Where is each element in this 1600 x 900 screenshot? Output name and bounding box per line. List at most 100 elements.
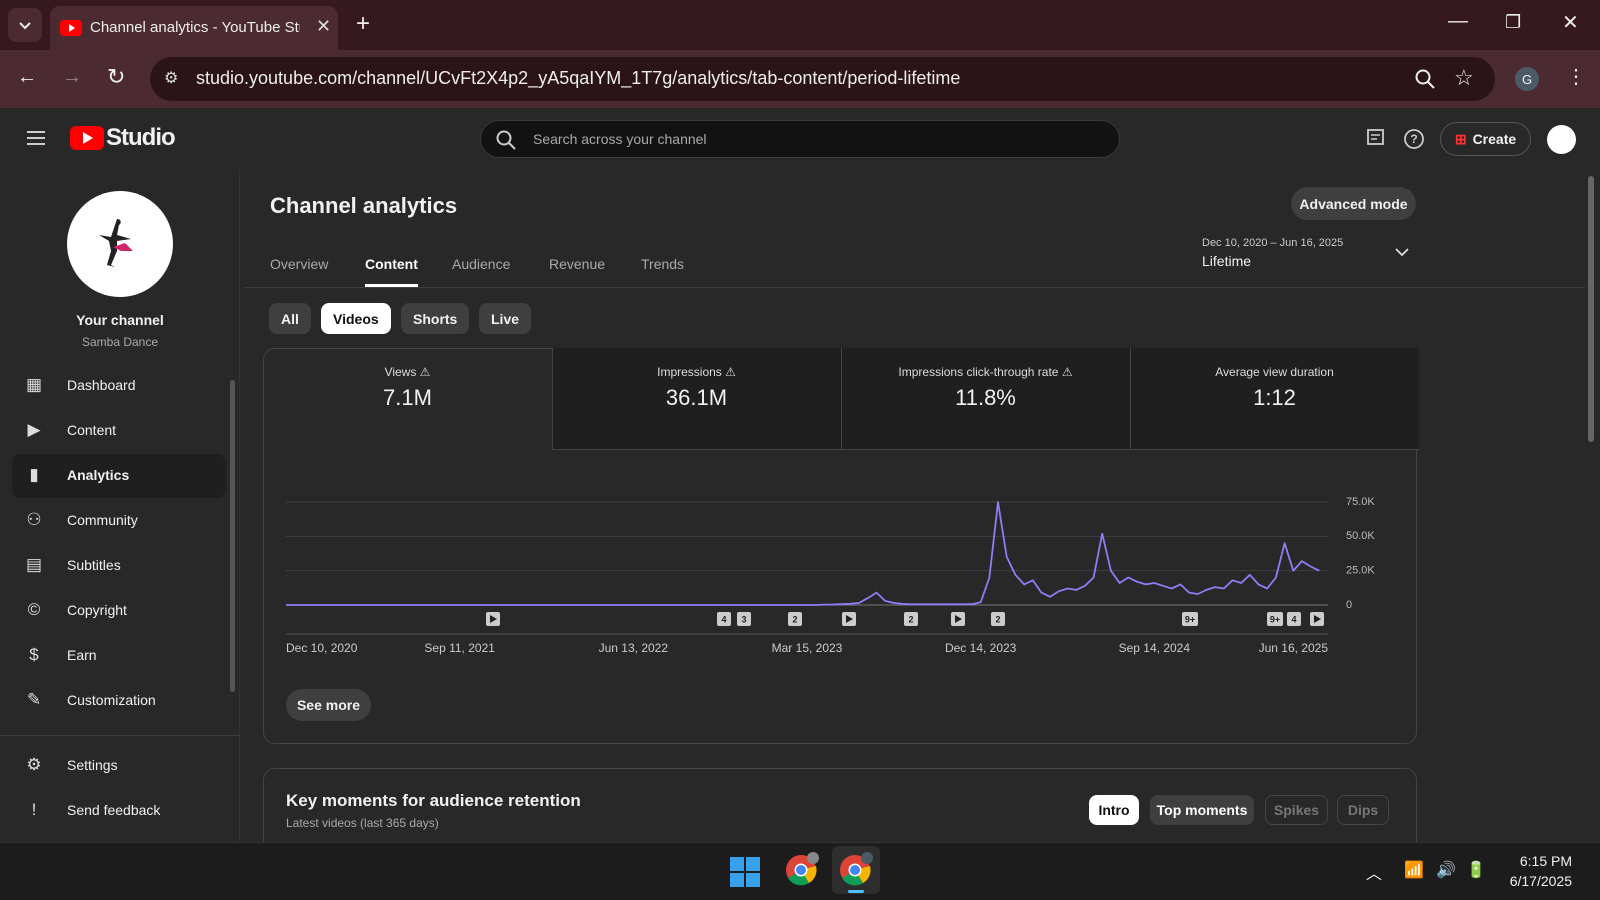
youtube-logo[interactable] [70, 126, 104, 150]
nav-item[interactable]: Send feedback [67, 802, 161, 818]
metric-value: 7.1M [383, 385, 432, 410]
active-tab[interactable]: Channel analytics - YouTube Studio ✕ [50, 6, 338, 50]
nav-icon: ⚇ [26, 510, 42, 529]
search-icon [496, 130, 516, 150]
battery[interactable]: 🔋 [1466, 862, 1486, 879]
metric-value: 11.8% [955, 385, 1016, 410]
key-moment-button[interactable]: Dips [1337, 795, 1389, 825]
nav-item[interactable]: Community [67, 512, 138, 528]
restore[interactable]: ❐ [1505, 12, 1522, 32]
metric-value: 1:12 [1253, 385, 1296, 410]
key-moment-button[interactable]: Top moments [1150, 795, 1254, 825]
see-more[interactable]: See more [286, 689, 371, 721]
close-tab[interactable]: ✕ [316, 16, 332, 36]
nav-active-bg [12, 454, 226, 498]
warning-icon: ⚠ [416, 365, 431, 379]
channel-avatar[interactable] [67, 191, 173, 297]
filter-chip[interactable]: Live [479, 303, 532, 334]
nav-item[interactable]: Content [67, 422, 117, 438]
nav-icon: ✎ [26, 690, 42, 709]
clock-date[interactable]: 6/17/2025 [1509, 873, 1572, 889]
nav-icon: © [27, 600, 41, 619]
start-button[interactable] [729, 856, 761, 888]
minimize[interactable]: — [1448, 10, 1468, 32]
tabs-divider [245, 287, 1585, 288]
svg-text:?: ? [1410, 132, 1417, 146]
tab-underline [365, 284, 418, 287]
chrome-icon [840, 852, 873, 886]
nav-icon: $ [29, 645, 39, 664]
wifi[interactable]: 📶 [1404, 862, 1424, 879]
bookmark[interactable]: ☆ [1454, 65, 1474, 90]
menu[interactable]: ⋮ [1566, 66, 1586, 88]
omnibox[interactable]: ⚙ studio.youtube.com/channel/UCvFt2X4p2_… [150, 57, 1495, 101]
back[interactable]: ← [17, 66, 37, 88]
metric-label: Views ⚠ [263, 365, 552, 379]
help-icon[interactable]: ? [1403, 128, 1425, 150]
metric-tile[interactable] [1130, 348, 1419, 450]
search-box[interactable]: Search across your channel [480, 120, 1120, 158]
nav-item[interactable]: Dashboard [67, 377, 136, 393]
account-avatar[interactable] [1547, 125, 1576, 154]
chrome-app-active[interactable] [832, 846, 880, 894]
create-button[interactable]: ⊞ Create [1440, 122, 1531, 156]
key-moments-title: Key moments for audience retention [286, 791, 581, 810]
nav-item[interactable]: Customization [67, 692, 156, 708]
volume[interactable]: 🔊 [1436, 862, 1456, 879]
close-window[interactable]: ✕ [1562, 12, 1579, 34]
tab[interactable]: Audience [452, 256, 511, 272]
tab[interactable]: Trends [641, 256, 685, 272]
youtube-favicon [60, 20, 82, 36]
zoom-icon[interactable] [1414, 68, 1436, 90]
nav-item[interactable]: Copyright [67, 602, 127, 618]
page-title: Channel analytics [270, 193, 458, 218]
tray-overflow[interactable]: ︿ [1366, 866, 1383, 883]
nav-icon: ⚙ [26, 755, 42, 774]
advanced-mode[interactable]: Advanced mode [1291, 187, 1416, 220]
nav-item[interactable]: Analytics [67, 467, 130, 483]
main-scrollbar [1588, 176, 1594, 442]
key-moment-button[interactable]: Intro [1089, 795, 1139, 825]
metric-label-text: Impressions click-through rate [898, 365, 1059, 379]
create-icon: ⊞ [1454, 130, 1467, 147]
tab[interactable]: Revenue [549, 256, 606, 272]
nav-icon: ▦ [25, 375, 43, 394]
tab[interactable]: Content [365, 256, 418, 272]
channel-title: Your channel [76, 312, 164, 328]
create-label: Create [1472, 131, 1517, 147]
tab-list-button[interactable] [8, 8, 42, 42]
hamburger[interactable] [25, 128, 47, 148]
tab[interactable]: Overview [270, 256, 329, 272]
nav-icon: ! [31, 800, 37, 819]
metric-value: 36.1M [665, 385, 728, 410]
new-tab[interactable]: + [356, 10, 371, 37]
metric-tile[interactable] [552, 348, 841, 450]
dancer-logo [99, 219, 133, 267]
metric-label: Impressions ⚠ [552, 365, 841, 379]
nav-item[interactable]: Earn [67, 647, 97, 663]
period-dropdown[interactable] [1394, 246, 1410, 258]
site-info[interactable]: ⚙ [164, 70, 179, 87]
nav-item[interactable]: Settings [67, 757, 118, 773]
messages-icon[interactable] [1366, 128, 1386, 148]
key-moment-button[interactable]: Spikes [1265, 795, 1328, 825]
chrome-app[interactable] [784, 852, 820, 888]
filter-chip[interactable]: Shorts [401, 303, 470, 334]
profile[interactable]: G [1515, 67, 1539, 91]
clock-time[interactable]: 6:15 PM [1519, 853, 1572, 869]
brand[interactable]: Studio [106, 124, 176, 151]
metric-tile[interactable] [841, 348, 1130, 450]
key-moments-subtitle: Latest videos (last 365 days) [286, 816, 439, 830]
metric-label-text: Views [384, 365, 417, 379]
filter-chip[interactable]: All [269, 303, 311, 334]
nav-item[interactable]: Subtitles [67, 557, 121, 573]
tab-title: Channel analytics - YouTube Studio [90, 19, 300, 36]
date-range: Dec 10, 2020 – Jun 16, 2025 [1202, 237, 1344, 249]
period[interactable]: Lifetime [1202, 253, 1252, 269]
url: studio.youtube.com/channel/UCvFt2X4p2_yA… [196, 68, 961, 88]
reload[interactable]: ↻ [107, 64, 126, 89]
filter-chip[interactable]: Videos [321, 303, 391, 334]
